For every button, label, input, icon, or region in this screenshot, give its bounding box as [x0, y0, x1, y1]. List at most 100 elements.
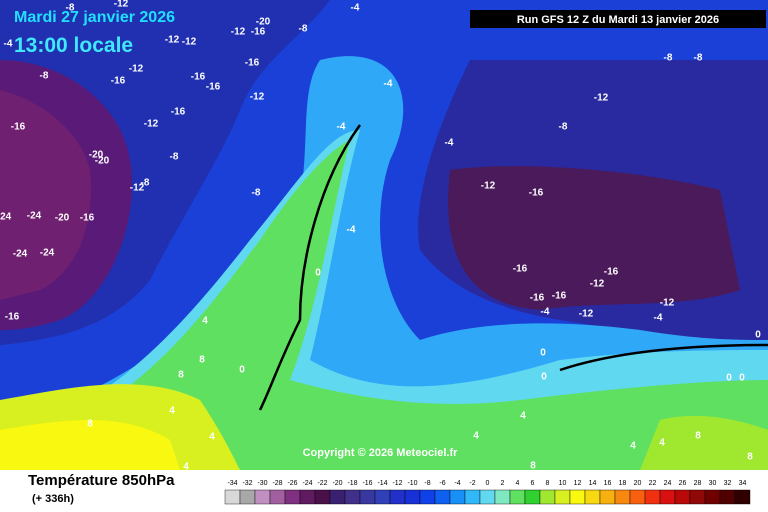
scale-label: 24: [664, 480, 672, 487]
contour-label: 4: [473, 431, 479, 442]
contour-label: -8: [559, 122, 568, 133]
scale-label: 2: [501, 480, 505, 487]
hot-zone: [0, 420, 180, 470]
contour-label: 4: [202, 316, 208, 327]
contour-label: -16: [80, 213, 95, 224]
scale-label: 4: [516, 480, 520, 487]
color-swatch: [659, 489, 676, 505]
scale-label: 10: [559, 480, 567, 487]
contour-label: -20: [55, 213, 70, 224]
contour-label: -12: [165, 35, 180, 46]
scale-label: -32: [242, 480, 252, 487]
contour-label: -16: [11, 122, 26, 133]
contour-label: 8: [178, 370, 184, 381]
scale-label: 8: [546, 480, 550, 487]
scale-label: -22: [317, 480, 327, 487]
color-swatch: [734, 489, 751, 505]
color-swatch: [524, 489, 541, 505]
scale-label: -12: [392, 480, 402, 487]
contour-label: -8: [40, 71, 49, 82]
contour-label: 4: [169, 406, 175, 417]
scale-label: 6: [531, 480, 535, 487]
contour-label: 8: [747, 452, 753, 463]
contour-label: -12: [594, 93, 609, 104]
contour-label: -16: [111, 76, 126, 87]
contour-label: -24: [13, 249, 28, 260]
color-swatch: [464, 489, 481, 505]
contour-label: 8: [530, 461, 536, 472]
color-swatch: [584, 489, 601, 505]
scale-label: 18: [619, 480, 627, 487]
contour-label: -8: [141, 178, 150, 189]
scale-label: -30: [257, 480, 267, 487]
color-swatch: [389, 489, 406, 505]
contour-label: 0: [739, 373, 745, 384]
color-swatch: [254, 489, 271, 505]
color-swatch: [299, 489, 316, 505]
contour-label: -12: [579, 309, 594, 320]
color-swatch: [224, 489, 241, 505]
contour-label: 0: [755, 330, 761, 341]
contour-label: -16: [251, 27, 266, 38]
contour-label: -4: [4, 39, 13, 50]
color-swatch: [554, 489, 571, 505]
scale-label: 0: [486, 480, 490, 487]
contour-label: -12: [144, 119, 159, 130]
scale-label: -6: [439, 480, 445, 487]
color-swatch: [494, 489, 511, 505]
color-swatch: [689, 489, 706, 505]
scale-label: 30: [709, 480, 717, 487]
contour-label: -12: [114, 0, 129, 10]
legend-subtitle: (+ 336h): [32, 493, 74, 505]
contour-label: -16: [552, 291, 567, 302]
color-swatch: [539, 489, 556, 505]
contour-label: -12: [660, 298, 675, 309]
forecast-date: Mardi 27 janvier 2026: [14, 9, 175, 26]
color-swatch: [704, 489, 721, 505]
scale-label: 34: [739, 480, 747, 487]
contour-label: -16: [171, 107, 186, 118]
scale-label: -2: [469, 480, 475, 487]
contour-label: 4: [520, 411, 526, 422]
contour-label: 0: [315, 268, 321, 279]
contour-label: 4: [209, 432, 215, 443]
contour-label: -24: [0, 212, 12, 223]
color-swatch: [449, 489, 466, 505]
contour-label: -8: [299, 24, 308, 35]
scale-label: -24: [302, 480, 312, 487]
europe-very-cold: [448, 166, 740, 310]
color-swatch: [404, 489, 421, 505]
color-swatch: [344, 489, 361, 505]
contour-label: -16: [191, 72, 206, 83]
scale-label: 12: [574, 480, 582, 487]
contour-label: -8: [66, 3, 75, 14]
scale-label: 26: [679, 480, 687, 487]
scale-label: -10: [407, 480, 417, 487]
contour-label: -16: [529, 188, 544, 199]
legend-title: Température 850hPa: [28, 472, 175, 489]
contour-label: -16: [604, 267, 619, 278]
africa-warm: [640, 415, 768, 470]
contour-label: -8: [664, 53, 673, 64]
contour-label: -4: [654, 313, 663, 324]
contour-label: 0: [726, 373, 732, 384]
contour-labels: -8 -12 -4-20-12 -16 -8-4 -12 -12-8 -16-12-16-16…: [0, 0, 762, 472]
copyright: Copyright © 2026 Meteociel.fr: [303, 447, 459, 459]
contour-label: -12: [250, 92, 265, 103]
color-swatch: [509, 489, 526, 505]
color-swatch: [599, 489, 616, 505]
contour-label: -4: [347, 225, 356, 236]
color-swatch: [569, 489, 586, 505]
contour-label: 8: [199, 355, 205, 366]
contour-label: -8: [694, 53, 703, 64]
contour-label: -4: [384, 79, 393, 90]
contour-label: 4: [659, 438, 665, 449]
contour-label: -20: [95, 156, 110, 167]
color-swatch: [314, 489, 331, 505]
color-swatch: [284, 489, 301, 505]
scale-label: -16: [362, 480, 372, 487]
scale-label: -26: [287, 480, 297, 487]
run-box: [470, 10, 766, 28]
scale-label: -34: [227, 480, 237, 487]
contour-label: -12: [182, 37, 197, 48]
